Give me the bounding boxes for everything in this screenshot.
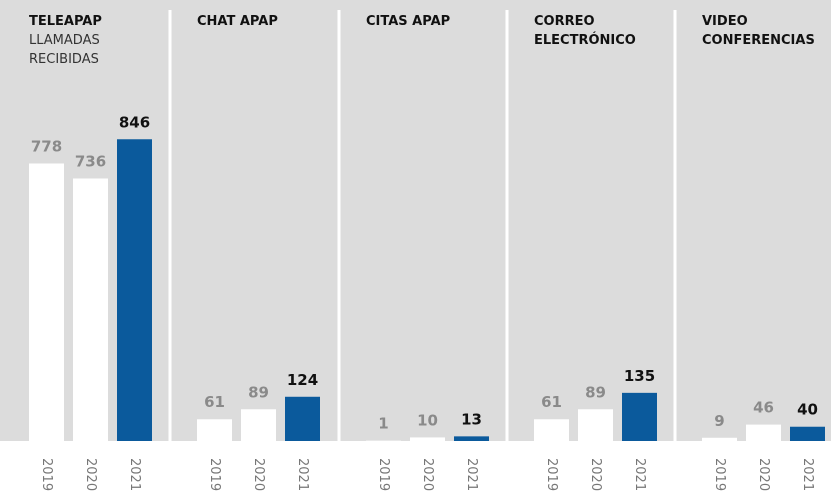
x-tick-label: 2019 [207, 458, 222, 491]
value-label: 13 [461, 410, 482, 428]
x-tick-label: 2020 [420, 458, 435, 491]
x-tick-label: 2019 [376, 458, 391, 491]
bar [622, 392, 657, 441]
x-tick-label: 2020 [83, 458, 98, 491]
bar [410, 437, 445, 441]
bar [790, 426, 825, 441]
value-label: 10 [417, 411, 438, 429]
value-label: 846 [119, 113, 150, 131]
x-tick-label: 2021 [464, 458, 479, 491]
panel-title: CITAS APAP [366, 14, 451, 29]
bar [578, 409, 613, 441]
bar [197, 419, 232, 441]
x-tick-label: 2021 [295, 458, 310, 491]
x-tick-label: 2021 [632, 458, 647, 491]
value-label: 89 [585, 383, 606, 401]
bar [285, 396, 320, 441]
value-label: 89 [248, 383, 269, 401]
x-tick-label: 2019 [39, 458, 54, 491]
bar [702, 437, 737, 441]
panel-title: CORREO ELECTRÓNICO [534, 14, 636, 48]
panel-title: CHAT APAP [197, 14, 278, 29]
x-tick-label: 2019 [544, 458, 559, 491]
x-tick-label: 2021 [800, 458, 815, 491]
bar [117, 139, 152, 441]
panel-title: TELEAPAP LLAMADAS RECIBIDAS [29, 12, 159, 69]
panel-title: VIDEO CONFERENCIAS [702, 14, 815, 48]
bar [29, 163, 64, 441]
x-tick-label: 2021 [127, 458, 142, 491]
panel-subtitle: LLAMADAS RECIBIDAS [29, 33, 100, 67]
value-label: 135 [624, 367, 655, 385]
value-label: 736 [75, 152, 106, 170]
bar [73, 178, 108, 441]
value-label: 61 [204, 393, 225, 411]
x-tick-label: 2020 [588, 458, 603, 491]
value-label: 46 [753, 399, 774, 417]
bar [534, 419, 569, 441]
value-label: 124 [287, 371, 318, 389]
value-label: 9 [714, 412, 724, 430]
bar [746, 424, 781, 441]
value-label: 778 [31, 138, 62, 156]
bar [241, 409, 276, 441]
x-tick-label: 2019 [712, 458, 727, 491]
value-label: 1 [378, 415, 388, 433]
bar [454, 436, 489, 441]
x-tick-label: 2020 [251, 458, 266, 491]
value-label: 40 [797, 401, 818, 419]
x-tick-label: 2020 [756, 458, 771, 491]
value-label: 61 [541, 393, 562, 411]
